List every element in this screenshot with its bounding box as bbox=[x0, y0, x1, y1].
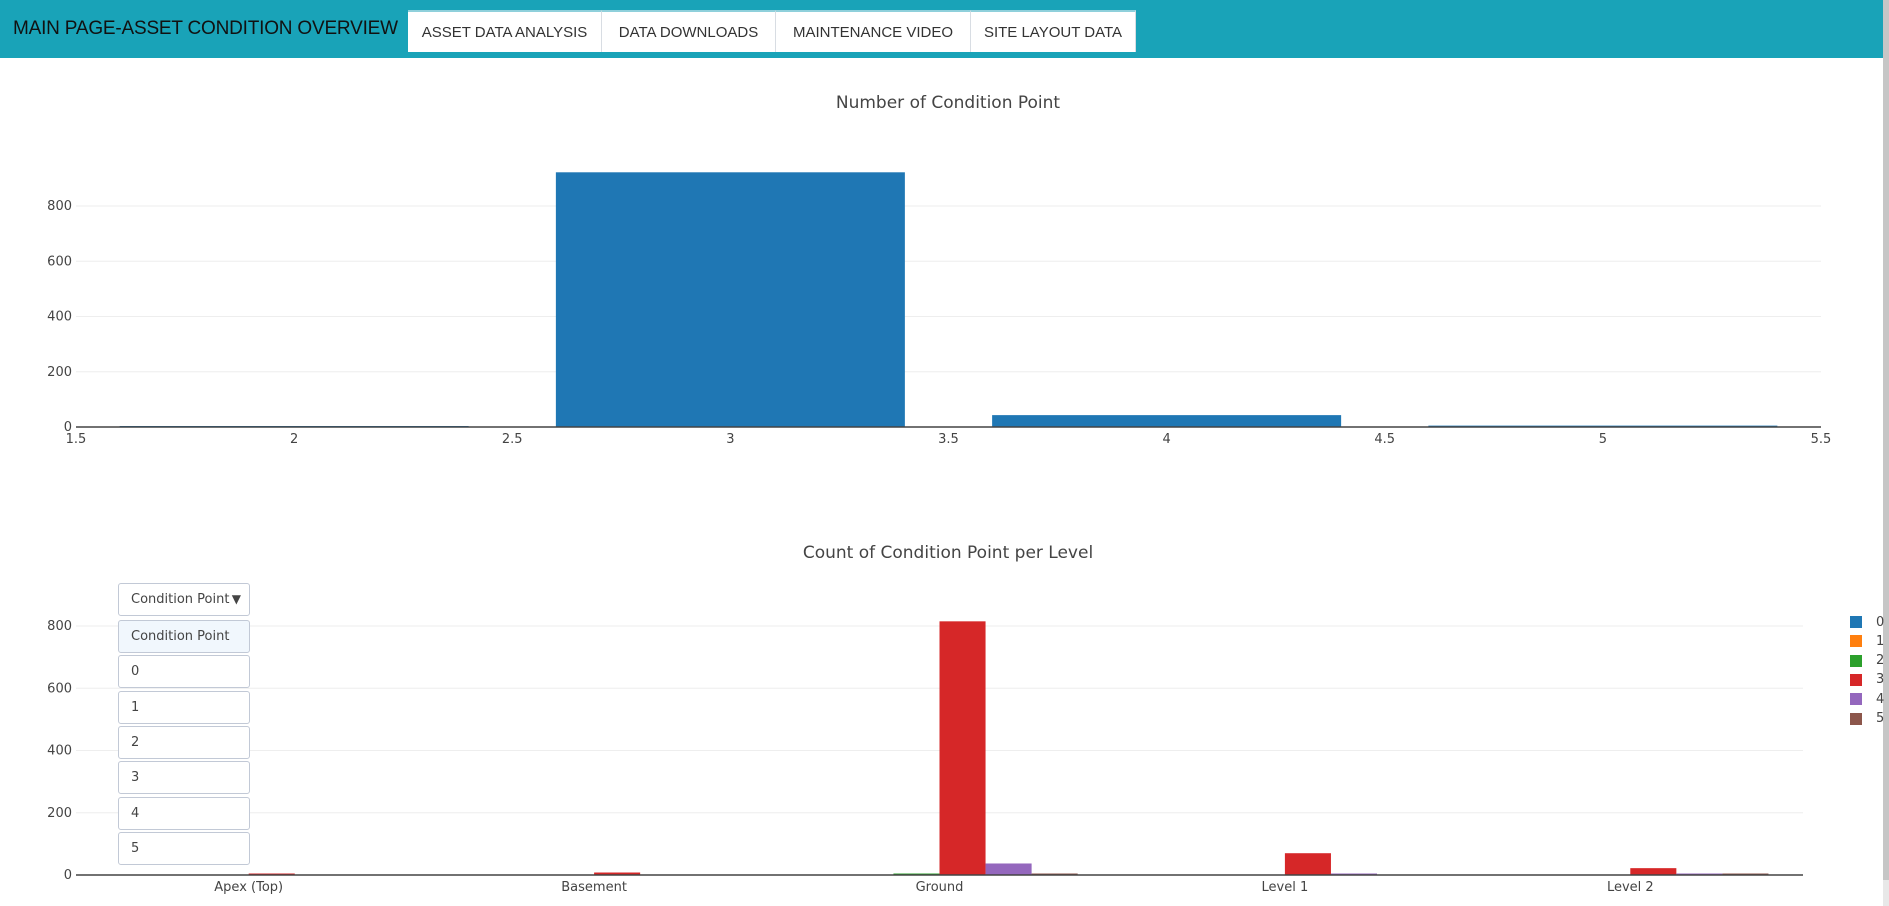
triangle-down-icon: ▼ bbox=[231, 592, 241, 606]
x-tick-label: Basement bbox=[561, 880, 627, 895]
x-tick-label: 4 bbox=[1162, 432, 1170, 447]
x-tick-label: Level 1 bbox=[1262, 880, 1309, 895]
legend-item-3[interactable]: 3 bbox=[1850, 672, 1884, 688]
y-tick-label: 800 bbox=[47, 199, 72, 214]
y-tick-label: 600 bbox=[47, 254, 72, 269]
legend-swatch bbox=[1850, 693, 1862, 706]
app-title: MAIN PAGE-ASSET CONDITION OVERVIEW bbox=[13, 18, 398, 39]
legend-label: 5 bbox=[1876, 711, 1885, 726]
scrollbar-thumb[interactable] bbox=[1883, 0, 1889, 880]
bar-apex-top--series-3 bbox=[248, 873, 295, 875]
x-tick-label: 1.5 bbox=[66, 432, 87, 447]
legend-item-4[interactable]: 4 bbox=[1850, 691, 1884, 707]
x-tick-label: 4.5 bbox=[1374, 432, 1395, 447]
legend-item-1[interactable]: 1 bbox=[1850, 633, 1884, 649]
x-tick-label: Ground bbox=[916, 880, 964, 895]
tab-data-downloads[interactable]: DATA DOWNLOADS bbox=[602, 10, 776, 52]
dropdown-option[interactable]: 5 bbox=[118, 831, 250, 865]
condition-point-histogram: Number of Condition Point 0 200 400 600 800 1.… bbox=[47, 93, 1832, 447]
x-tick-label: 5.5 bbox=[1811, 432, 1832, 447]
legend-label: 2 bbox=[1876, 653, 1885, 669]
dropdown-option[interactable]: 4 bbox=[118, 796, 250, 830]
x-tick-label: 3.5 bbox=[938, 432, 959, 447]
legend-item-2[interactable]: 2 bbox=[1850, 653, 1884, 669]
legend-item-5[interactable]: 5 bbox=[1850, 711, 1884, 727]
x-tick-label: 3 bbox=[726, 432, 734, 447]
bar-ground-series-3 bbox=[939, 621, 986, 875]
top-nav-bar: MAIN PAGE-ASSET CONDITION OVERVIEW ASSET… bbox=[0, 0, 1883, 58]
bar-level-1-series-3 bbox=[1284, 853, 1331, 875]
y-tick-label: 0 bbox=[64, 420, 72, 435]
legend-swatch bbox=[1850, 654, 1862, 667]
legend-swatch bbox=[1850, 616, 1862, 628]
legend-item-0[interactable]: 0 bbox=[1850, 614, 1884, 630]
x-tick-label: Apex (Top) bbox=[214, 880, 283, 895]
legend-label: 4 bbox=[1876, 691, 1885, 707]
condition-point-dropdown[interactable]: Condition Point ▼ bbox=[118, 583, 250, 616]
legend-label: 0 bbox=[1876, 614, 1885, 630]
dropdown-option[interactable]: 1 bbox=[118, 690, 250, 724]
legend-label: 1 bbox=[1876, 633, 1885, 649]
bar-ground-series-2 bbox=[893, 873, 940, 875]
y-tick-label: 800 bbox=[47, 619, 72, 634]
bar-level-2-series-4 bbox=[1676, 873, 1723, 875]
legend-label: 3 bbox=[1876, 672, 1885, 688]
dropdown-selected-value: Condition Point bbox=[131, 592, 230, 607]
tab-asset-data-analysis[interactable]: ASSET DATA ANALYSIS bbox=[408, 10, 602, 52]
chart-title: Number of Condition Point bbox=[836, 93, 1061, 113]
x-tick-label: 2 bbox=[290, 432, 298, 447]
page-scrollbar[interactable] bbox=[1883, 0, 1889, 906]
bar-basement-series-3 bbox=[594, 872, 641, 875]
dropdown-option[interactable]: 2 bbox=[118, 725, 250, 759]
y-tick-label: 200 bbox=[47, 806, 72, 821]
y-tick-label: 200 bbox=[47, 365, 72, 380]
bar-level-2-series-5 bbox=[1722, 873, 1769, 875]
bar-level-1-series-4 bbox=[1330, 873, 1378, 875]
y-tick-label: 600 bbox=[47, 681, 72, 696]
dropdown-option[interactable]: Condition Point bbox=[118, 620, 250, 653]
bar-condition-3 bbox=[555, 172, 905, 427]
legend-swatch bbox=[1850, 635, 1862, 648]
dropdown-option[interactable]: 3 bbox=[118, 761, 250, 795]
bar-level-2-series-3 bbox=[1630, 868, 1677, 875]
chart-title: Count of Condition Point per Level bbox=[803, 543, 1093, 563]
y-tick-label: 400 bbox=[47, 744, 72, 759]
bar-condition-4 bbox=[992, 415, 1342, 427]
legend-swatch bbox=[1850, 712, 1862, 725]
y-tick-label: 0 bbox=[64, 868, 72, 883]
tab-site-layout-data[interactable]: SITE LAYOUT DATA bbox=[971, 10, 1136, 52]
bar-ground-series-5 bbox=[1031, 873, 1078, 875]
dropdown-option[interactable]: 0 bbox=[118, 655, 250, 689]
tab-maintenance-video[interactable]: MAINTENANCE VIDEO bbox=[776, 10, 971, 52]
bar-ground-series-4 bbox=[985, 863, 1032, 875]
y-tick-label: 400 bbox=[47, 310, 72, 325]
x-tick-label: 2.5 bbox=[502, 432, 523, 447]
legend-swatch bbox=[1850, 673, 1862, 686]
x-tick-label: Level 2 bbox=[1607, 880, 1654, 895]
x-tick-label: 5 bbox=[1599, 432, 1607, 447]
